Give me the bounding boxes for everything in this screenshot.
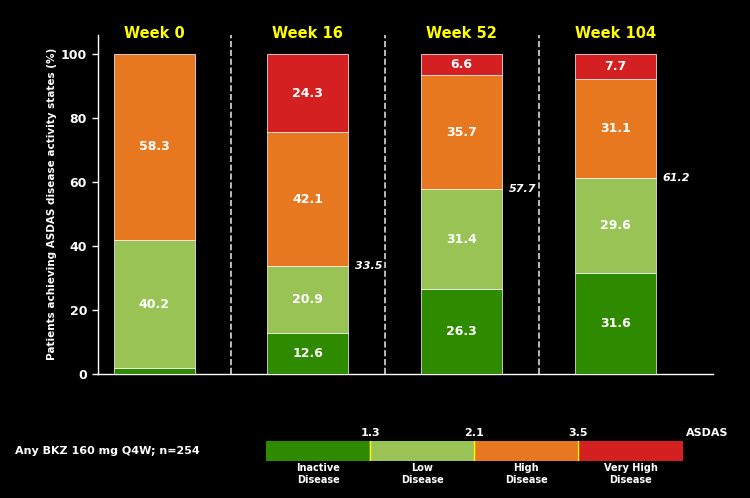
Text: 31.4: 31.4 (446, 233, 477, 246)
Text: Week 0: Week 0 (124, 26, 184, 41)
Bar (422, 75, 502, 189)
Bar (114, 369, 194, 374)
Text: 2.1: 2.1 (464, 428, 484, 438)
Bar (266, 441, 370, 461)
Bar (114, 240, 194, 369)
Bar (575, 54, 656, 79)
Text: Very High
Disease: Very High Disease (604, 463, 658, 485)
Y-axis label: Patients achieving ASDAS disease activity states (%): Patients achieving ASDAS disease activit… (46, 48, 57, 361)
Text: 31.1: 31.1 (600, 122, 631, 135)
Bar (575, 79, 656, 178)
Text: Week 52: Week 52 (426, 26, 497, 41)
Text: 3.5: 3.5 (568, 428, 588, 438)
Bar (268, 54, 348, 132)
Text: Any BKZ 160 mg Q4W; n=254: Any BKZ 160 mg Q4W; n=254 (15, 446, 200, 456)
Text: ASDAS: ASDAS (686, 428, 729, 438)
Bar (114, 54, 194, 240)
Text: 57.7: 57.7 (509, 184, 536, 194)
Text: 24.3: 24.3 (292, 87, 323, 100)
Text: 61.2: 61.2 (662, 173, 690, 183)
Text: 1.3: 1.3 (361, 428, 380, 438)
Bar (575, 272, 656, 374)
Text: 42.1: 42.1 (292, 193, 323, 206)
Bar (268, 132, 348, 266)
Bar (422, 289, 502, 374)
Text: 29.6: 29.6 (600, 219, 631, 232)
Text: 40.2: 40.2 (139, 298, 170, 311)
Bar (422, 189, 502, 289)
Bar (578, 441, 682, 461)
Text: 58.3: 58.3 (139, 140, 170, 153)
Bar (268, 266, 348, 333)
Text: Inactive
Disease: Inactive Disease (296, 463, 340, 485)
Bar (422, 54, 502, 75)
Text: Week 104: Week 104 (574, 26, 656, 41)
Text: Low
Disease: Low Disease (401, 463, 444, 485)
Text: 12.6: 12.6 (292, 347, 323, 360)
Text: Week 16: Week 16 (272, 26, 344, 41)
Bar (575, 178, 656, 272)
Text: 6.6: 6.6 (451, 58, 472, 71)
Bar (370, 441, 474, 461)
Text: 33.5: 33.5 (355, 261, 382, 271)
Text: High
Disease: High Disease (505, 463, 548, 485)
Text: 35.7: 35.7 (446, 125, 477, 138)
Bar (474, 441, 578, 461)
Text: 7.7: 7.7 (604, 60, 626, 73)
Text: 20.9: 20.9 (292, 293, 323, 306)
Text: 31.6: 31.6 (600, 317, 631, 330)
Bar (268, 333, 348, 374)
Text: 26.3: 26.3 (446, 325, 477, 338)
